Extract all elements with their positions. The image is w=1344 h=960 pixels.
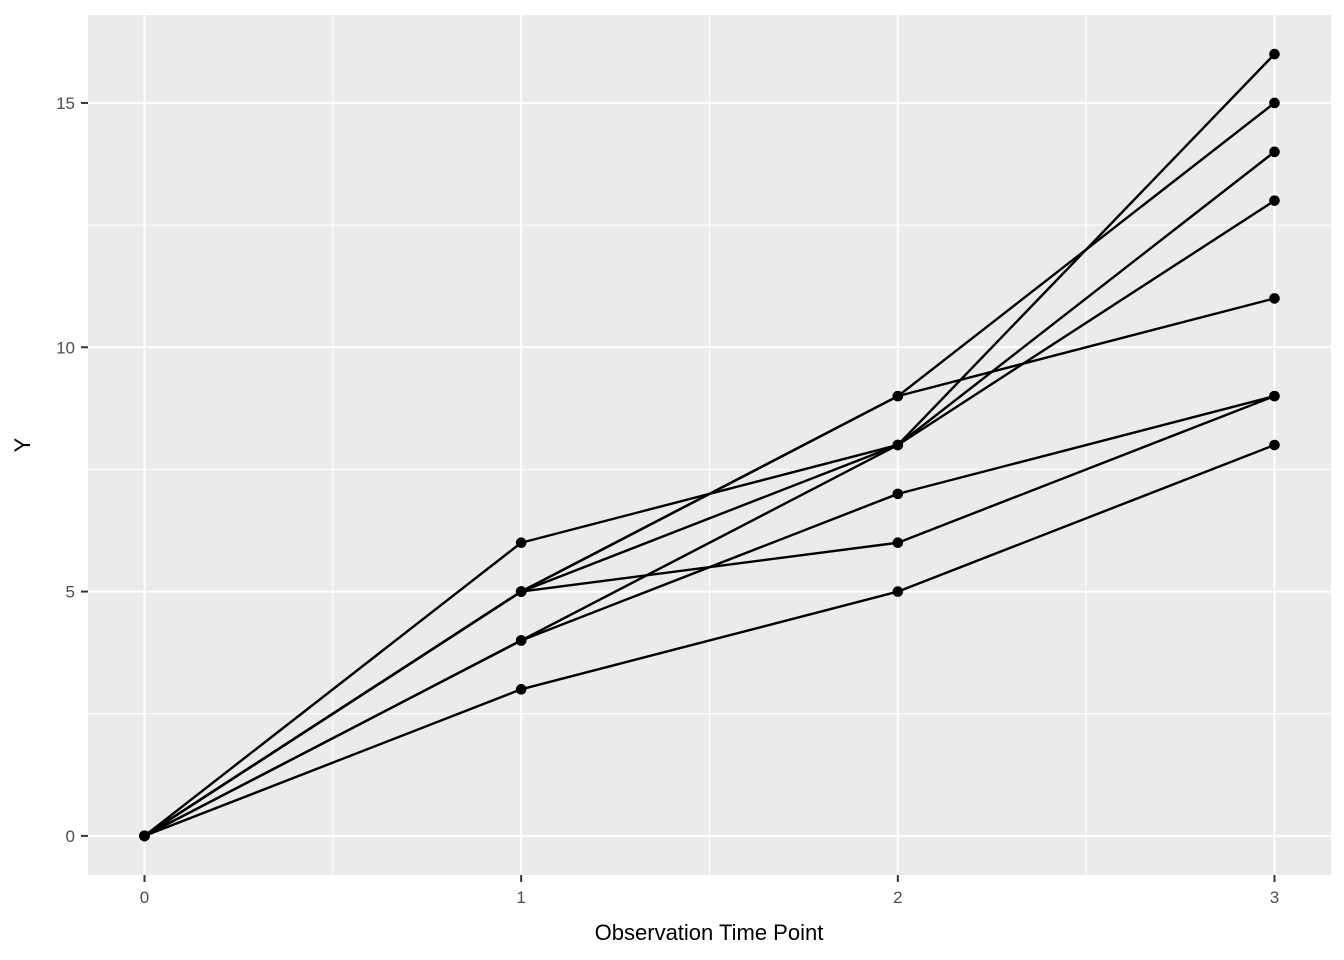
data-point [1269,195,1280,206]
y-tick-label: 10 [56,338,75,357]
axis-tick-marks [81,101,1276,882]
x-axis-title: Observation Time Point [595,920,824,945]
x-tick-label: 2 [893,888,902,907]
data-point [515,537,527,549]
x-tick-label: 3 [1270,888,1279,907]
data-point [892,439,904,451]
data-point [892,586,904,597]
axis-tick-labels: 0 1 2 3 0 5 10 15 [56,94,1279,907]
data-point [892,537,904,549]
trajectory-lines [143,53,1276,838]
y-axis-title: Y [10,437,35,452]
data-point [515,684,527,695]
y-tick-label: 15 [56,94,75,113]
x-tick-label: 1 [516,888,525,907]
y-tick-label: 0 [66,827,75,846]
data-point [139,830,150,842]
trajectory-line-subject-8 [144,443,1275,838]
observation-points [139,48,1280,842]
trajectory-line-subject-7 [143,395,1275,837]
x-tick-label: 0 [140,888,149,907]
data-point [1269,439,1280,451]
data-point [515,635,527,646]
y-tick-label: 5 [66,583,75,602]
data-point [515,586,527,597]
data-point [1269,390,1280,402]
data-point [1269,97,1280,109]
data-point [892,390,904,402]
data-point [892,488,904,500]
data-point [1269,146,1280,158]
data-point [1269,293,1280,304]
data-point [1269,48,1280,60]
